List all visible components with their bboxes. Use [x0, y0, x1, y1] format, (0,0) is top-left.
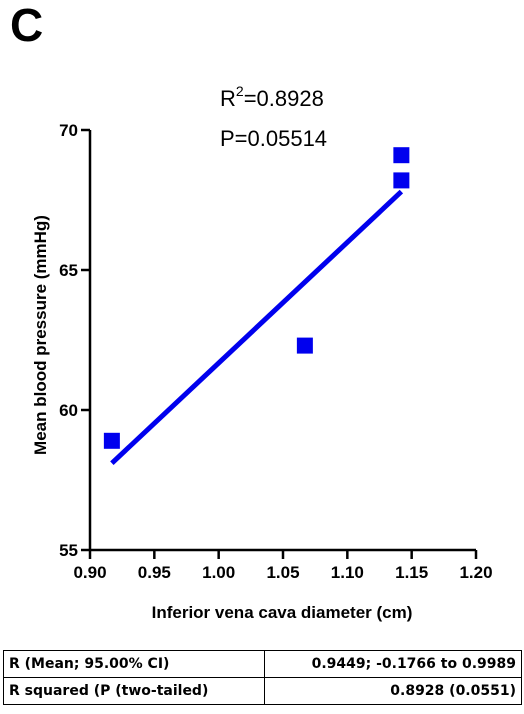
stats-label: R (Mean; 95.00% CI) [3, 650, 265, 678]
x-tick-label: 0.90 [73, 563, 106, 582]
r-squared-superscript: 2 [236, 83, 244, 99]
data-point [393, 147, 410, 164]
scatter-chart: 55 60 65 70 0.90 0.95 1.00 1.05 1.10 1.15 1.20 Inf… [31, 83, 493, 622]
data-point [296, 337, 313, 354]
x-tick-label: 1.15 [395, 563, 428, 582]
data-point [393, 172, 410, 189]
panel-letter: C [10, 0, 44, 51]
stats-value: 0.9449; -0.1766 to 0.9989 [264, 650, 522, 678]
table-row: R (Mean; 95.00% CI) 0.9449; -0.1766 to 0… [3, 650, 522, 678]
x-tick-label: 1.05 [266, 563, 299, 582]
x-tick-label: 0.95 [138, 563, 171, 582]
table-row: R squared (P (two-tailed) 0.8928 (0.0551… [3, 677, 522, 705]
y-tick-label: 70 [59, 121, 78, 140]
y-tick-label: 65 [59, 261, 78, 280]
y-tick-label: 55 [59, 541, 78, 560]
stats-table: R (Mean; 95.00% CI) 0.9449; -0.1766 to 0… [3, 650, 522, 705]
x-axis-label: Inferior vena cava diameter (cm) [152, 603, 413, 622]
data-points [103, 147, 410, 449]
r-squared-annotation: R2=0.8928 [220, 83, 324, 111]
axes [88, 130, 476, 552]
x-tick-label: 1.10 [331, 563, 364, 582]
stats-value: 0.8928 (0.0551) [264, 677, 522, 705]
y-tick-label: 60 [59, 401, 78, 420]
y-axis-label: Mean blood pressure (mmHg) [31, 215, 50, 455]
x-tick-label: 1.20 [459, 563, 492, 582]
r-squared-value: =0.8928 [244, 86, 324, 111]
regression-line-group [110, 189, 404, 466]
stats-label: R squared (P (two-tailed) [3, 677, 265, 705]
tick-labels: 55 60 65 70 0.90 0.95 1.00 1.05 1.10 1.15 1.20 [59, 121, 492, 582]
data-point [103, 432, 120, 449]
tick-marks [81, 128, 478, 559]
r-squared-base: R [220, 86, 236, 111]
x-tick-label: 1.00 [202, 563, 235, 582]
p-value-annotation: P=0.05514 [220, 126, 327, 151]
regression-line [110, 189, 404, 466]
